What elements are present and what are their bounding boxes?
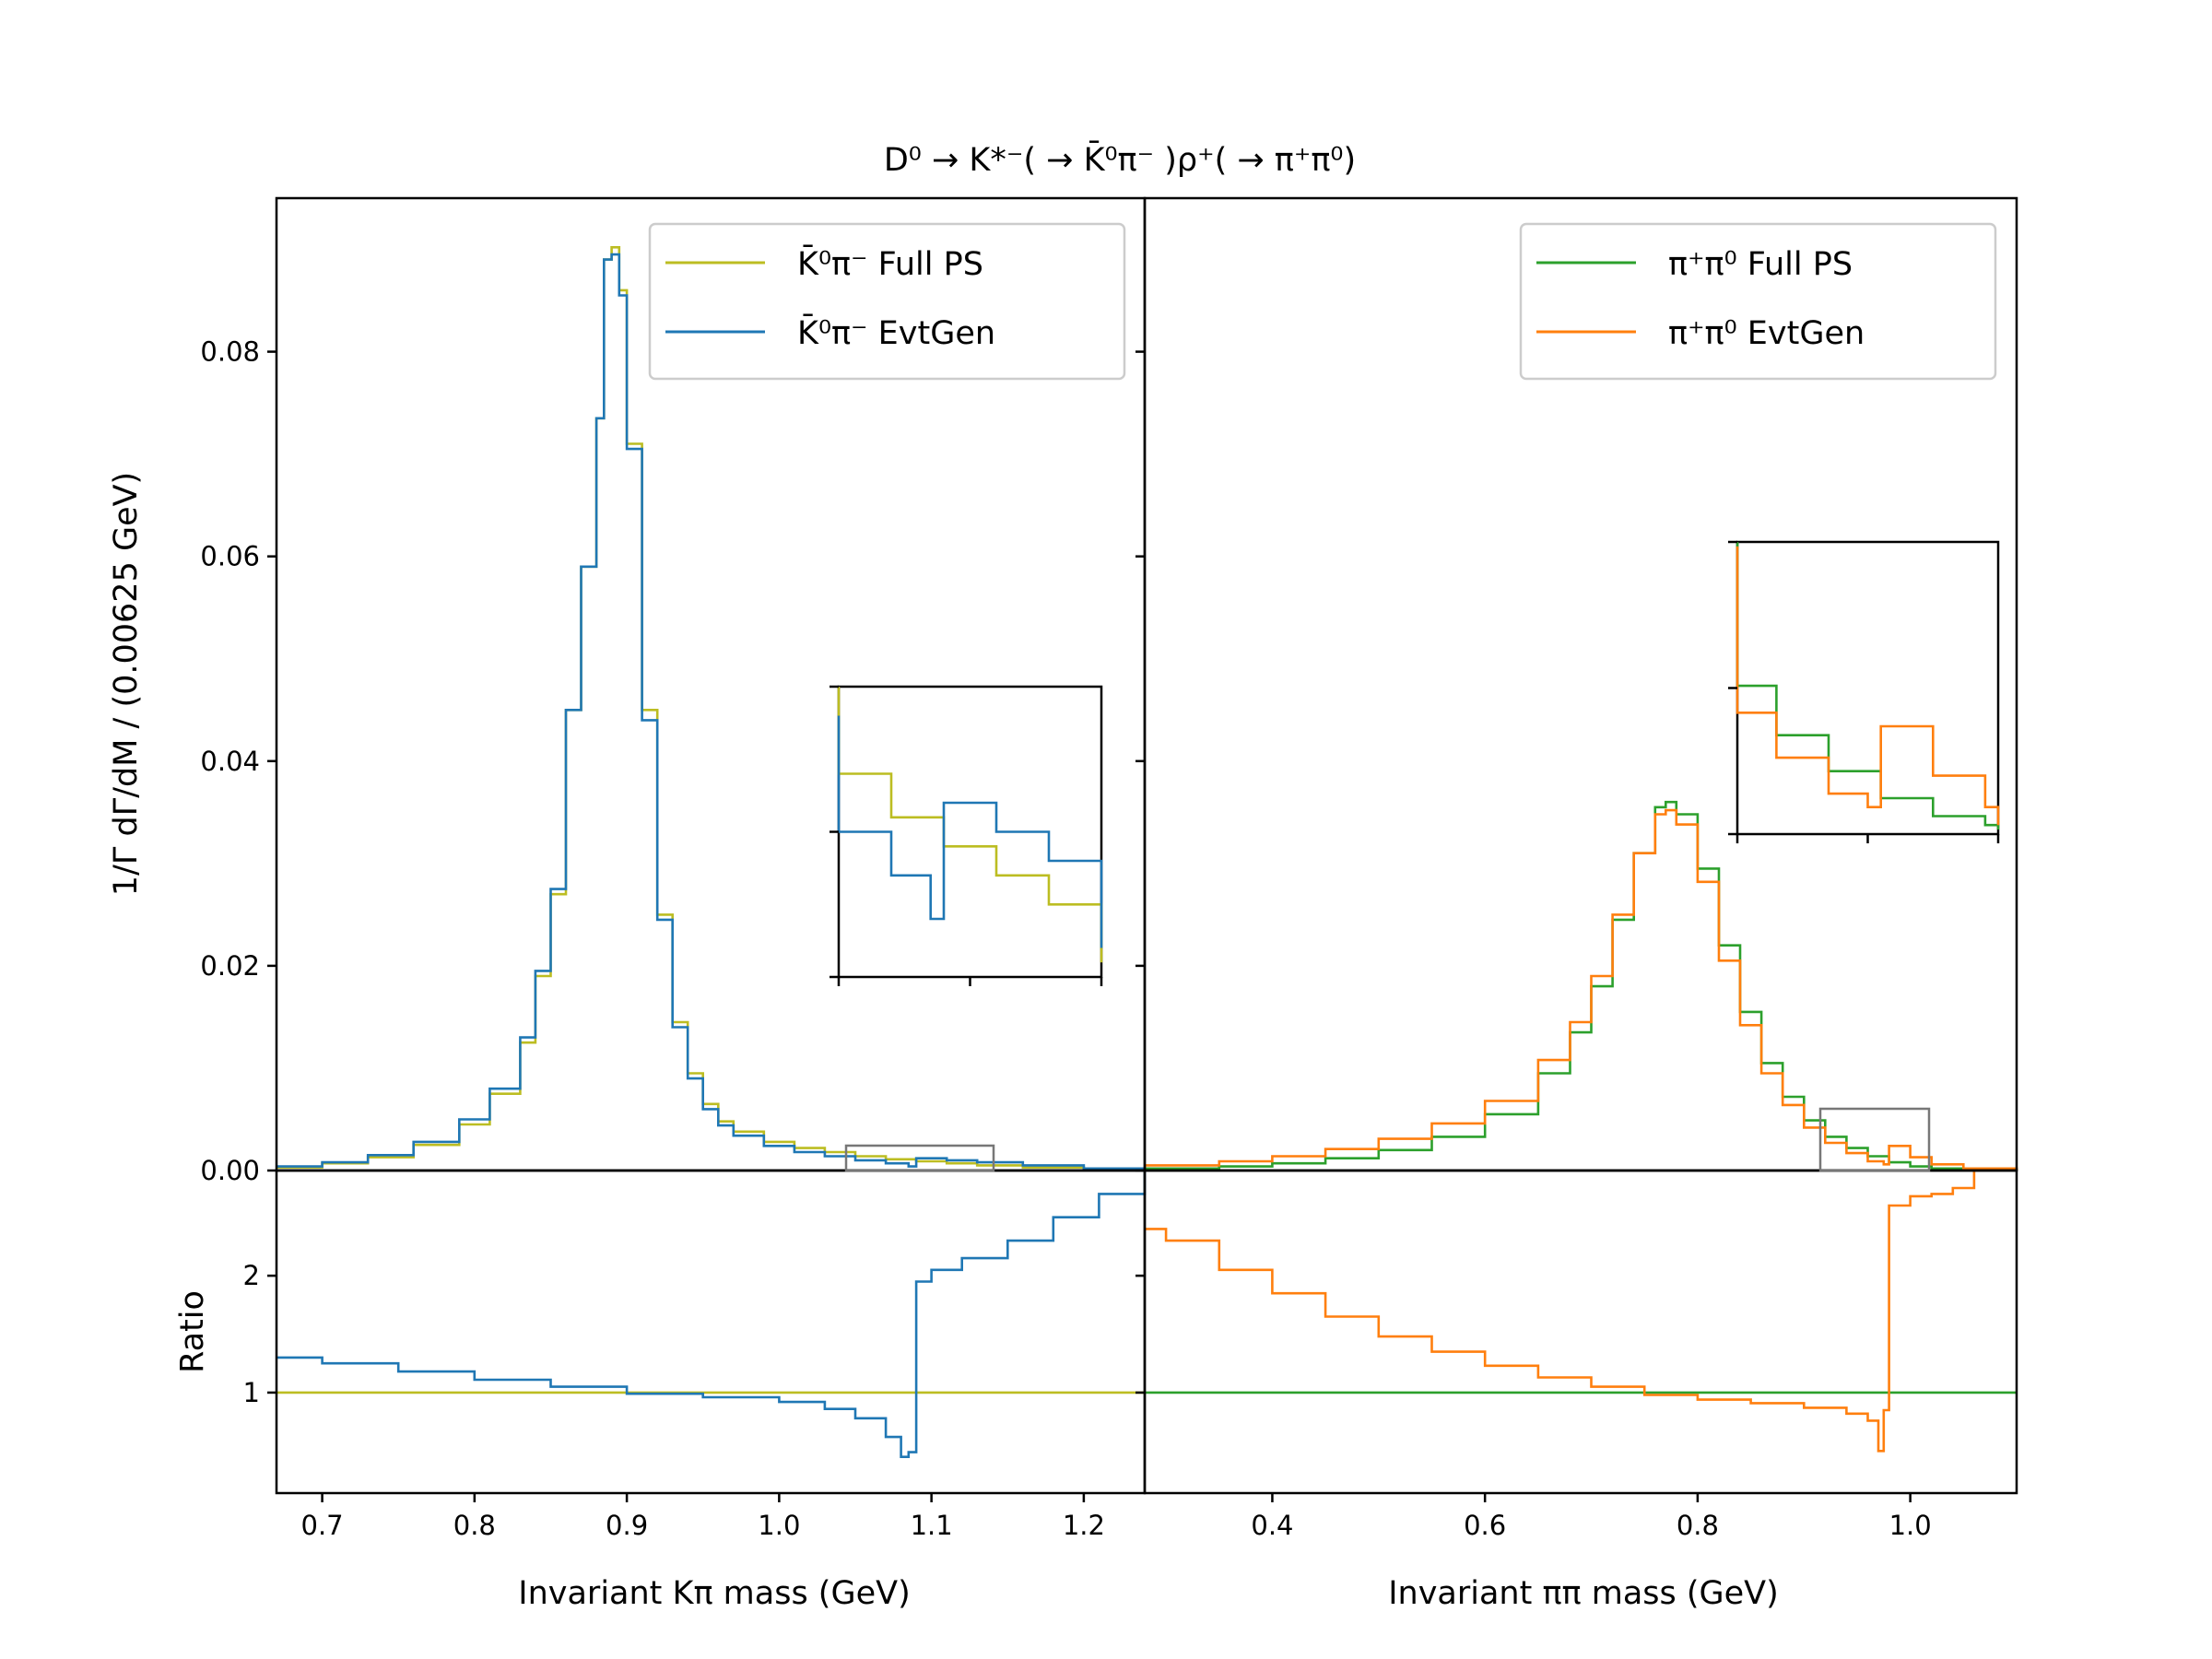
y-axis-label: 1/Γ dΓ/dM / (0.00625 GeV) [108,472,145,896]
ytick-label-0-3: 0.06 [200,541,260,572]
axes-frames [275,196,2018,1495]
xtick-label-2-0: 0.7 [301,1510,344,1541]
series-line-top-right-1 [1145,808,2018,1171]
ytick-label-0-4: 0.08 [200,336,260,368]
legend-label-evtgen-right: π⁺π⁰ EvtGen [1668,315,1865,352]
xtick-label-2-2: 0.9 [606,1510,648,1541]
xtick-label-3-0: 0.4 [1251,1510,1293,1541]
legend-left-box [648,222,1126,381]
legend-label-evtgen: K̄⁰π⁻ EvtGen [797,313,995,352]
inset-left [830,685,1103,986]
figure-title: D⁰ → K*⁻( → K̄⁰π⁻ )ρ⁺( → π⁺π⁰) [884,140,1356,179]
inset-right [1728,540,2000,843]
xtick-label-3-1: 0.6 [1464,1510,1506,1541]
xtick-label-2-4: 1.1 [911,1510,953,1541]
series-line-top-left-1 [276,253,1147,1171]
xtick-label-2-3: 1.0 [758,1510,800,1541]
ytick-label-2-0: 1 [243,1377,260,1408]
xtick-label-3-2: 0.8 [1677,1510,1719,1541]
ytick-label-2-1: 2 [243,1260,260,1291]
ytick-label-0-2: 0.04 [200,746,260,777]
series-line-bottom-right-1 [1145,1171,1976,1453]
xtick-label-2-5: 1.2 [1063,1510,1105,1541]
legend-right-box [1519,222,1997,381]
x-axis-label-left: Invariant Kπ mass (GeV) [518,1575,910,1612]
inset-right-frame [1735,540,2000,836]
x-axis-label-right: Invariant ππ mass (GeV) [1388,1575,1779,1612]
ytick-label-0-1: 0.02 [200,950,260,982]
zoom-box-right [1818,1107,1931,1172]
inset-left-series-0 [837,687,1103,963]
legend-label-full-ps-right: π⁺π⁰ Full PS [1668,246,1853,283]
inset-left-series-1 [837,715,1103,948]
legend-label-full-ps: K̄⁰π⁻ Full PS [797,244,983,283]
panel-bottom-right-frame [1143,1169,2018,1495]
ytick-label-0-0: 0.00 [200,1155,260,1186]
series-line-bottom-left-1 [276,1171,1147,1458]
legend-right: π⁺π⁰ Full PS π⁺π⁰ EvtGen [1519,222,1997,381]
axis-ticks: 0.00 0.02 0.04 0.06 0.08 1 2 0.7 0.8 0.9 1.0 1.1 1.2… [200,336,1931,1541]
xtick-label-2-1: 0.8 [453,1510,496,1541]
zoom-box-left [844,1144,995,1172]
xtick-label-3-3: 1.0 [1889,1510,1932,1541]
legend-left: K̄⁰π⁻ Full PS K̄⁰π⁻ EvtGen [648,222,1126,381]
ratio-axis-label: Ratio [174,1290,211,1373]
inset-right-series-1 [1735,546,2000,826]
